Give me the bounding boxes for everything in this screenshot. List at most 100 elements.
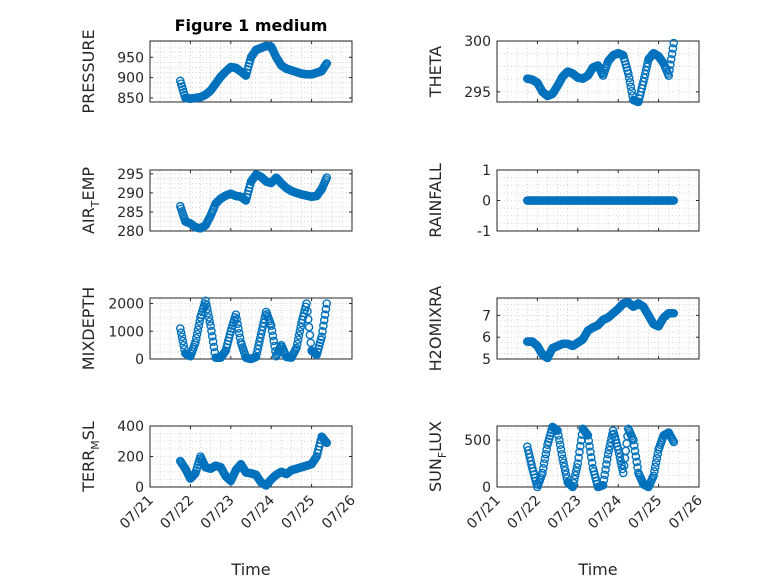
- data-point-interp: [624, 73, 634, 83]
- x-tick-label: 07/25: [279, 493, 319, 533]
- data-point-interp: [569, 478, 578, 488]
- data-point-interp: [192, 329, 202, 339]
- data-point-interp: [321, 304, 331, 314]
- data-point-interp: [600, 470, 610, 480]
- x-tick-label: 07/21: [117, 493, 157, 533]
- data-point: [175, 324, 185, 333]
- data-point-interp: [560, 462, 569, 471]
- axes-box: [149, 40, 353, 103]
- data-point-interp: [209, 342, 219, 352]
- y-axis-label: THETA: [426, 46, 445, 98]
- data-point-interp: [320, 310, 330, 319]
- data-point-interp: [576, 441, 585, 451]
- series-markers: [523, 196, 679, 205]
- data-point-interp: [606, 438, 615, 447]
- y-tick-label: 2000: [108, 297, 144, 313]
- data-point-interp: [194, 321, 204, 331]
- data-point-interp: [627, 86, 636, 96]
- data-point-interp: [321, 437, 331, 447]
- data-point-interp: [650, 462, 660, 472]
- data-point-interp: [666, 60, 675, 70]
- data-point-interp: [615, 452, 625, 462]
- data-point-interp: [207, 332, 217, 341]
- data-point-interp: [176, 328, 186, 337]
- data-point: [231, 310, 241, 319]
- x-tick-label: 07/23: [198, 493, 238, 533]
- axes-box: [149, 169, 353, 232]
- data-point: [624, 69, 633, 78]
- data-point-interp: [540, 454, 550, 464]
- data-point-interp: [303, 314, 313, 324]
- x-tick-label: 07/21: [464, 493, 504, 533]
- data-point-interp: [599, 475, 609, 485]
- subplot-grid: 850 900 950 PRESSURE 295 300 THETA 280 285 290 295…: [79, 29, 706, 579]
- y-tick-label: 0: [135, 352, 144, 368]
- y-tick-label: 900: [117, 71, 144, 87]
- data-point-interp: [204, 313, 214, 322]
- data-point: [603, 449, 613, 459]
- data-point-interp: [630, 446, 640, 456]
- data-point-interp: [560, 466, 570, 475]
- data-point-interp: [292, 339, 302, 349]
- data-point-interp: [667, 49, 677, 59]
- data-point-interp: [631, 452, 641, 461]
- data-point-interp: [252, 348, 262, 358]
- data-point: [302, 299, 311, 308]
- y-tick-label: -1: [477, 224, 491, 240]
- data-point-interp: [179, 340, 188, 350]
- x-tick-label: 07/24: [585, 492, 625, 532]
- y-tick-label: 1000: [108, 324, 144, 340]
- data-point: [669, 308, 679, 318]
- data-point-interp: [625, 78, 635, 87]
- data-point: [322, 299, 332, 308]
- data-point-interp: [668, 44, 678, 53]
- data-point-interp: [651, 458, 661, 467]
- data-point-interp: [233, 319, 242, 329]
- data-point-interp: [267, 326, 277, 336]
- y-tick-label: 0: [135, 480, 144, 496]
- x-axis-label: Time: [230, 560, 270, 579]
- data-point-interp: [306, 338, 316, 348]
- data-point-interp: [587, 458, 597, 468]
- subplot-theta: 295 300 THETA: [426, 34, 700, 107]
- data-point: [583, 431, 593, 440]
- data-point-interp: [207, 326, 216, 336]
- data-point: [669, 196, 679, 205]
- data-point-interp: [202, 300, 211, 310]
- x-tick-label: 07/23: [545, 493, 585, 533]
- x-tick-label: 07/26: [666, 492, 706, 532]
- data-point-interp: [202, 304, 212, 314]
- data-point-interp: [554, 431, 563, 440]
- data-point-interp: [626, 82, 636, 92]
- data-point-interp: [584, 436, 594, 446]
- y-tick-label: 280: [117, 224, 144, 240]
- data-point-interp: [561, 470, 571, 479]
- y-axis-label: AIRTEMP: [79, 167, 102, 234]
- y-tick-label: 7: [482, 308, 491, 324]
- y-tick-label: 0: [482, 480, 491, 496]
- data-point: [322, 438, 332, 448]
- subplot-pressure: 850 900 950 PRESSURE: [79, 29, 353, 114]
- y-tick-label: 5: [482, 352, 491, 368]
- data-point-interp: [650, 467, 659, 476]
- data-point-interp: [193, 325, 203, 335]
- data-point-interp: [554, 435, 564, 445]
- data-point-interp: [541, 449, 551, 459]
- data-point-interp: [191, 333, 201, 343]
- data-point-interp: [293, 335, 303, 344]
- subplot-air_temp: 280 285 290 295 AIRTEMP: [79, 167, 353, 240]
- data-point-interp: [570, 474, 579, 484]
- data-point: [649, 471, 658, 481]
- series-markers: [175, 432, 332, 490]
- data-point-interp: [295, 326, 305, 336]
- x-tick-label: 07/22: [157, 493, 197, 533]
- y-tick-label: 300: [464, 34, 491, 50]
- y-tick-label: 295: [117, 167, 144, 183]
- y-tick-label: 6: [482, 330, 491, 346]
- series-markers: [523, 38, 679, 107]
- y-axis-label: MIXDEPTH: [79, 287, 98, 370]
- data-point-interp: [178, 336, 188, 346]
- y-axis-label: RAINFALL: [426, 163, 445, 238]
- data-point: [317, 332, 327, 342]
- subplot-terr_msl: 0 200 400 TERRMSL 07/21 07/22 07/23 07/24 07/25 0…: [79, 419, 359, 579]
